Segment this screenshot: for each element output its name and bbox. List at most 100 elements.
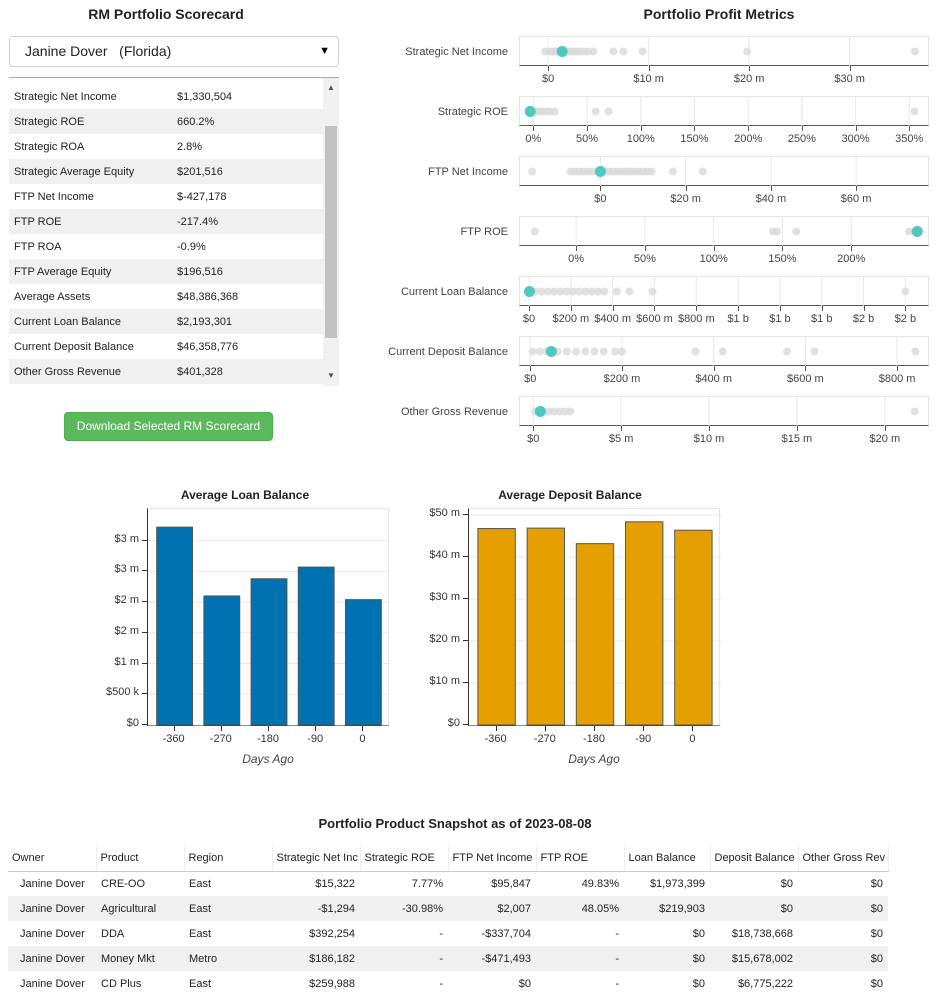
peer-point bbox=[718, 347, 727, 356]
peer-point bbox=[556, 287, 565, 296]
table-row[interactable]: Janine Dover DDA East $392,254 - -$337,704 - $0… bbox=[8, 921, 888, 946]
tick-mark bbox=[709, 426, 711, 431]
metric-value: $1,330,504 bbox=[177, 90, 233, 103]
tick-mark bbox=[749, 66, 751, 71]
peer-point bbox=[535, 347, 544, 356]
bar bbox=[674, 529, 713, 726]
tick-mark bbox=[576, 246, 578, 251]
x-tick-label: 0 bbox=[359, 733, 366, 745]
table-cell: DDA bbox=[101, 927, 125, 940]
profit-metrics-title: Portfolio Profit Metrics bbox=[643, 6, 795, 22]
tick-mark bbox=[587, 126, 589, 131]
x-tick-label: -90 bbox=[307, 733, 324, 745]
download-scorecard-button[interactable]: Download Selected RM Scorecard bbox=[64, 412, 273, 441]
metric-label: Current Loan Balance bbox=[9, 309, 171, 334]
table-row[interactable]: Janine Dover Money Mkt Metro $186,182- -$471… bbox=[8, 946, 888, 971]
snapshot-title: Portfolio Product Snapshot as of 2023-08… bbox=[318, 816, 592, 831]
table-cell: $0 bbox=[692, 977, 705, 990]
table-cell: Metro bbox=[184, 946, 272, 971]
column-header[interactable]: Region bbox=[184, 845, 273, 872]
profit-metric-label: Current Loan Balance bbox=[400, 286, 508, 298]
table-row[interactable]: Janine Dover CRE-OO East $15,322 7.77% $95,84… bbox=[8, 871, 888, 896]
x-tick-mark bbox=[315, 726, 317, 731]
tick-label: 150% bbox=[680, 133, 709, 145]
tick-mark bbox=[600, 186, 602, 191]
table-row[interactable]: Janine Dover CD Plus East $259,988 - $0 - $0 $6,… bbox=[8, 971, 888, 996]
peer-point bbox=[591, 107, 600, 116]
snapshot-table: Owner Product Region Strategic Net Inc Strat… bbox=[8, 845, 889, 996]
peer-point bbox=[609, 47, 618, 56]
tick-mark bbox=[849, 66, 851, 71]
tick-label: $0 bbox=[594, 193, 607, 205]
column-header[interactable]: Strategic Net Inc bbox=[272, 845, 361, 872]
selected-rm-point bbox=[556, 46, 568, 57]
peer-point bbox=[530, 227, 539, 236]
peer-point bbox=[568, 287, 577, 296]
peer-point bbox=[550, 287, 559, 296]
column-header[interactable]: FTP Net Income bbox=[448, 845, 537, 872]
peer-point bbox=[562, 347, 571, 356]
table-cell: $15,678,002 bbox=[710, 946, 798, 971]
x-axis: 0% 50% 100% 150% 200% bbox=[519, 246, 929, 266]
metric-value: $201,516 bbox=[171, 159, 323, 184]
column-header[interactable]: Other Gross Rev bbox=[798, 845, 889, 872]
tick-label: $1 b bbox=[769, 313, 791, 325]
table-cell: - bbox=[360, 946, 448, 971]
scroll-down-icon[interactable]: ▼ bbox=[327, 371, 335, 380]
profit-metric-panel: Current Deposit Balance $0 $200 m $400 m $60… bbox=[380, 336, 940, 396]
plot-area bbox=[468, 508, 721, 726]
tick-mark bbox=[640, 126, 642, 131]
y-tick-mark bbox=[463, 640, 468, 642]
table-cell: $0 bbox=[710, 896, 798, 921]
table-cell: $0 bbox=[518, 977, 531, 990]
x-tick-mark bbox=[362, 726, 364, 731]
peer-point bbox=[810, 347, 819, 356]
x-tick-label: -180 bbox=[582, 733, 606, 745]
tick-mark bbox=[648, 66, 650, 71]
tick-mark bbox=[694, 126, 696, 131]
scorecard-metrics-list[interactable]: Strategic Net Income $1,330,504 Strategic … bbox=[9, 77, 339, 386]
tick-label: $30 m bbox=[834, 73, 865, 85]
column-header[interactable]: Strategic ROE bbox=[360, 845, 449, 872]
tick-mark bbox=[821, 306, 823, 311]
bar bbox=[625, 521, 664, 726]
column-header[interactable]: FTP ROE bbox=[536, 845, 625, 872]
column-header[interactable]: Loan Balance bbox=[624, 845, 711, 872]
tick-mark bbox=[805, 366, 807, 371]
rm-select-dropdown[interactable]: Janine Dover (Florida) ▼ bbox=[9, 36, 339, 67]
y-tick-label: $500 k bbox=[105, 686, 139, 699]
bar-chart-svg bbox=[148, 526, 390, 726]
y-tick-mark bbox=[142, 631, 147, 633]
bar bbox=[250, 578, 288, 726]
tick-label: $15 m bbox=[781, 433, 813, 445]
column-header[interactable]: Deposit Balance bbox=[710, 845, 799, 872]
table-cell: -$337,704 bbox=[481, 927, 531, 940]
peer-point bbox=[600, 287, 609, 296]
y-tick-label: $20 m bbox=[429, 633, 460, 646]
scroll-up-icon[interactable]: ▲ bbox=[327, 83, 335, 92]
table-cell: Janine Dover bbox=[8, 896, 96, 921]
tick-mark bbox=[796, 426, 798, 431]
table-row[interactable]: Janine Dover Agricultural East -$1,294 -30.9… bbox=[8, 896, 888, 921]
peer-point bbox=[581, 287, 590, 296]
strip-plot-svg bbox=[523, 277, 910, 306]
table-cell: $18,738,668 bbox=[731, 927, 793, 940]
tick-mark bbox=[884, 426, 886, 431]
metric-row: Strategic ROA 2.8% bbox=[9, 134, 323, 159]
table-cell: - bbox=[536, 946, 624, 971]
scrollbar[interactable]: ▲ ▼ bbox=[323, 78, 339, 386]
selected-rm-point bbox=[523, 286, 535, 297]
y-tick-mark bbox=[142, 539, 147, 541]
average-loan-balance-chart: Average Loan Balance $0 $500 k $1 m $2 m $2 … bbox=[90, 488, 400, 788]
tick-mark bbox=[644, 246, 646, 251]
peer-point bbox=[743, 47, 752, 56]
tick-mark bbox=[529, 306, 531, 311]
column-header[interactable]: Product bbox=[96, 845, 185, 872]
tick-label: 0% bbox=[568, 253, 585, 265]
column-header[interactable]: Owner bbox=[8, 845, 97, 872]
scrollbar-thumb[interactable] bbox=[325, 126, 337, 338]
y-tick-label: $2 m bbox=[114, 594, 139, 607]
metric-row: FTP ROA -0.9% bbox=[9, 234, 323, 259]
tick-label: 200% bbox=[734, 133, 763, 145]
profit-metric-label: Strategic ROE bbox=[437, 106, 508, 118]
